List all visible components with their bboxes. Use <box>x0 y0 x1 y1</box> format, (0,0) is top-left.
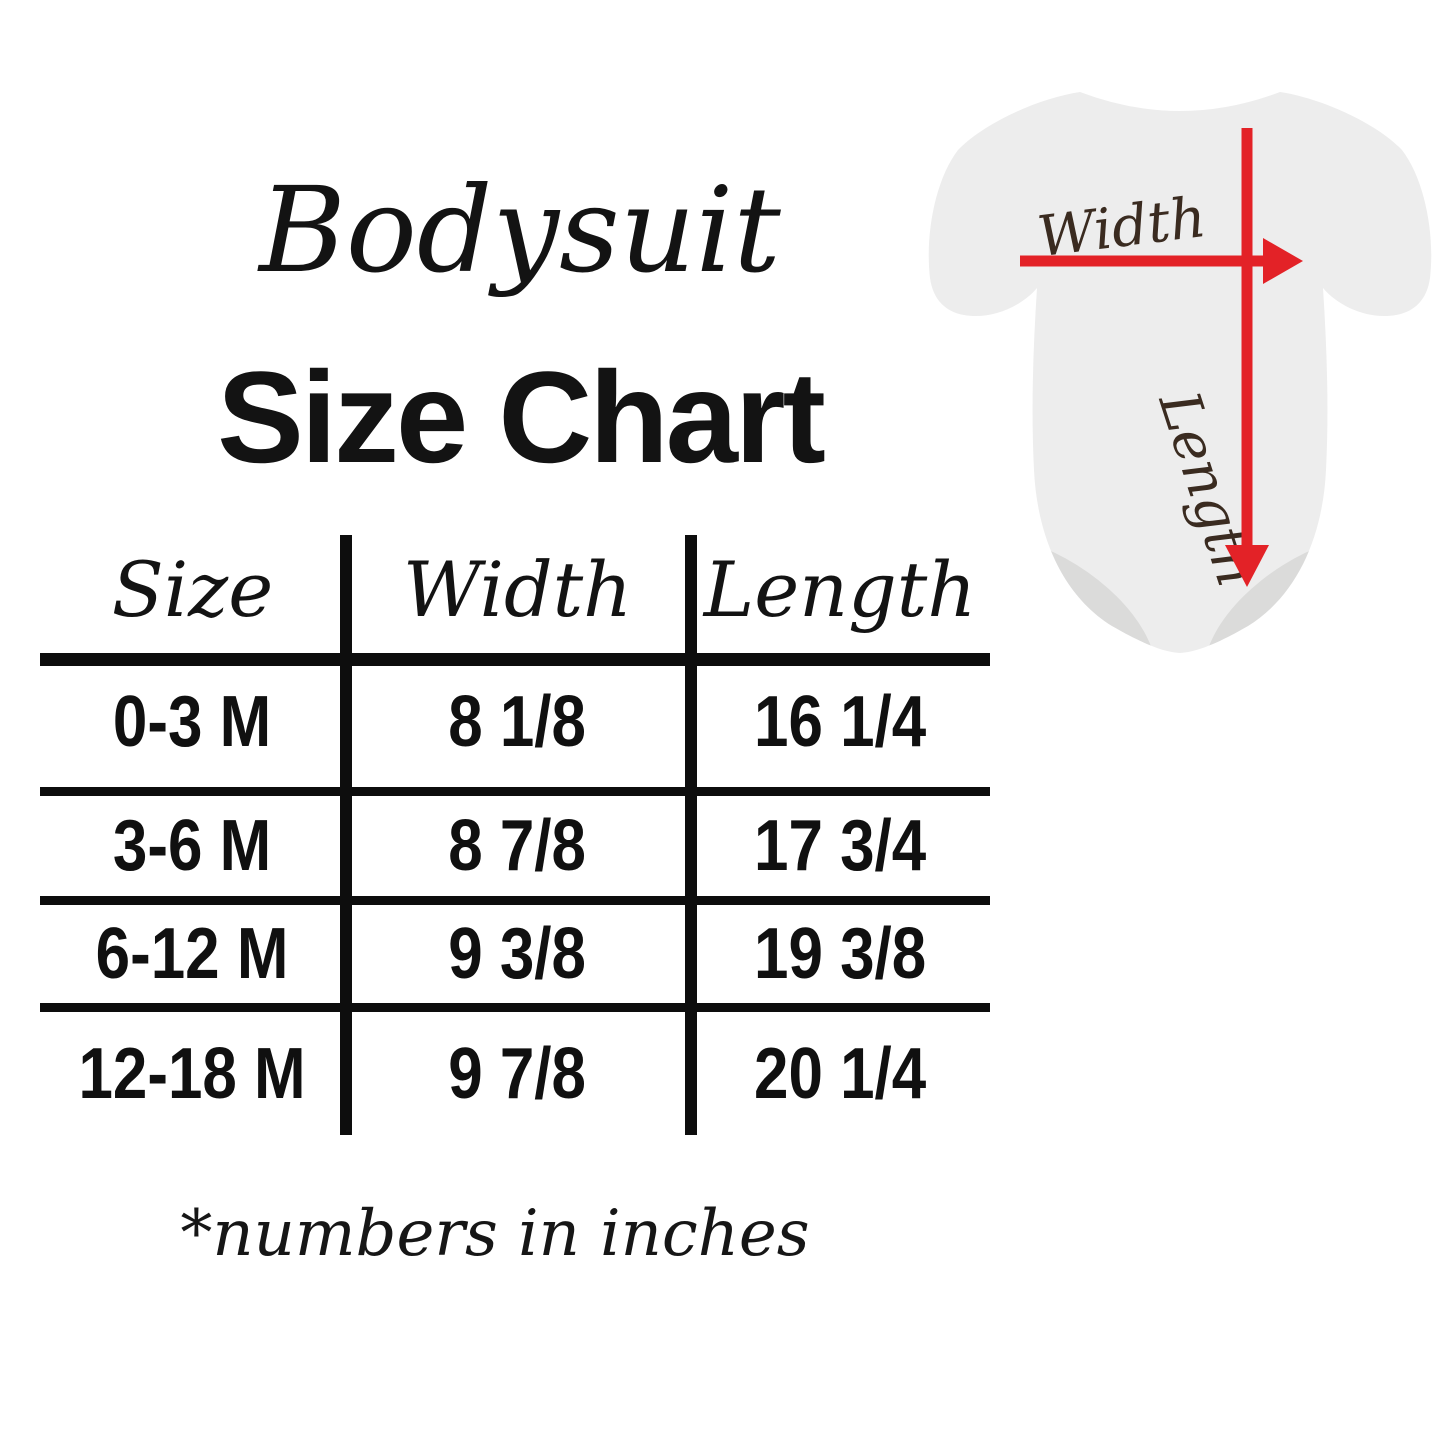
length-value: 16 1/4 <box>753 682 927 762</box>
table-vertical-line-2 <box>685 535 697 1135</box>
size-value: 0-3 M <box>113 682 272 762</box>
bodysuit-body-shape <box>928 92 1432 653</box>
length-value: 20 1/4 <box>753 1033 927 1114</box>
cell-width: 9 3/8 <box>345 905 690 1003</box>
size-table: Size Width Length 0-3 M 8 1/8 16 1/4 3-6… <box>40 535 990 1135</box>
table-row: 0-3 M 8 1/8 16 1/4 <box>40 657 990 787</box>
table-row: 6-12 M 9 3/8 19 3/8 <box>40 905 990 1003</box>
table-header-underline <box>40 653 990 666</box>
width-value: 9 7/8 <box>448 1033 587 1114</box>
width-value: 8 7/8 <box>448 806 587 886</box>
cell-size: 0-3 M <box>40 657 345 787</box>
cell-length: 17 3/4 <box>690 796 990 896</box>
length-arrowhead-icon <box>1225 545 1269 587</box>
column-header-size: Size <box>111 545 274 634</box>
cell-length: 20 1/4 <box>690 1012 990 1135</box>
title-script: Bodysuit <box>259 161 781 299</box>
cell-width: 8 7/8 <box>345 796 690 896</box>
length-value: 17 3/4 <box>753 806 927 886</box>
length-value: 19 3/8 <box>753 914 927 994</box>
column-header-width: Width <box>402 545 633 634</box>
cell-size: 12-18 M <box>40 1012 345 1135</box>
cell-size: 3-6 M <box>40 796 345 896</box>
width-arrowhead-icon <box>1263 238 1303 284</box>
table-row-separator <box>40 787 990 796</box>
table-row: 12-18 M 9 7/8 20 1/4 <box>40 1012 990 1135</box>
size-value: 12-18 M <box>78 1033 307 1114</box>
units-footnote: *numbers in inches <box>180 1197 810 1271</box>
size-value: 6-12 M <box>96 914 289 994</box>
cell-length: 16 1/4 <box>690 657 990 787</box>
column-header-length: Length <box>703 545 977 634</box>
table-header-row: Size Width Length <box>40 527 990 653</box>
cell-width: 8 1/8 <box>345 657 690 787</box>
bodysuit-measurement-diagram: Width Length <box>928 92 1432 653</box>
table-row: 3-6 M 8 7/8 17 3/4 <box>40 796 990 896</box>
page-title: Size Chart <box>217 344 826 490</box>
cell-length: 19 3/8 <box>690 905 990 1003</box>
table-row-separator <box>40 1003 990 1012</box>
cell-size: 6-12 M <box>40 905 345 1003</box>
table-vertical-line-1 <box>340 535 352 1135</box>
size-value: 3-6 M <box>113 806 272 886</box>
width-value: 8 1/8 <box>448 682 587 762</box>
table-row-separator <box>40 896 990 905</box>
cell-width: 9 7/8 <box>345 1012 690 1135</box>
width-value: 9 3/8 <box>448 914 587 994</box>
